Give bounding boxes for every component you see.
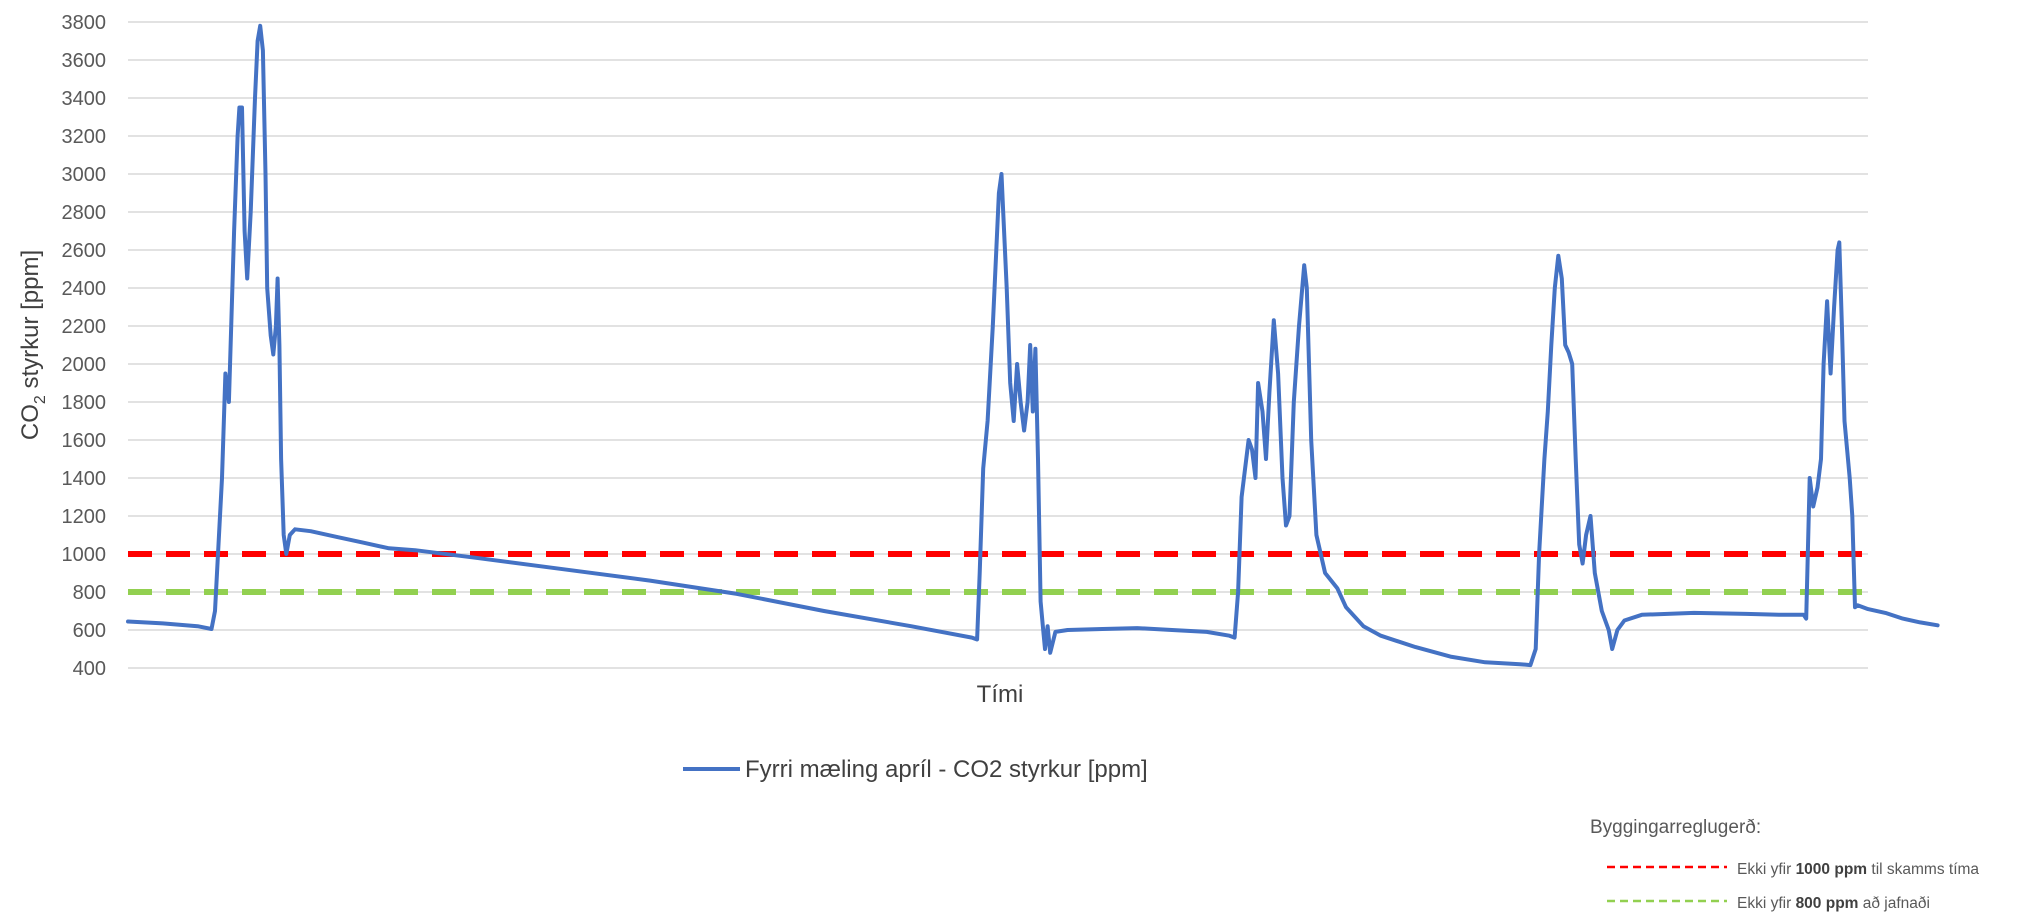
- legend-series-label: Fyrri mæling apríl - CO2 styrkur [ppm]: [745, 756, 1148, 783]
- regulation-box: Byggingarreglugerð: Ekki yfir 1000 ppm t…: [1590, 817, 1979, 912]
- regulation-title: Byggingarreglugerð:: [1590, 817, 1761, 838]
- y-tick-label: 2000: [62, 354, 107, 376]
- y-tick-label: 2200: [62, 316, 107, 338]
- y-tick-label: 1000: [62, 544, 107, 566]
- y-tick-label: 1600: [62, 430, 107, 452]
- y-tick-label: 3200: [62, 126, 107, 148]
- y-tick-label: 1200: [62, 506, 107, 528]
- y-tick-label: 3600: [62, 50, 107, 72]
- y-axis-title: CO2 styrkur [ppm]: [17, 250, 49, 440]
- y-tick-label: 2600: [62, 240, 107, 262]
- y-tick-label: 1800: [62, 392, 107, 414]
- regulation-green-label: Ekki yfir 800 ppm að jafnaði: [1737, 895, 1930, 912]
- reference-lines: [128, 551, 1875, 595]
- y-tick-label: 400: [73, 658, 106, 680]
- y-tick-label: 3800: [62, 12, 107, 34]
- y-tick-label: 3000: [62, 164, 107, 186]
- legend: Fyrri mæling apríl - CO2 styrkur [ppm]: [683, 756, 1148, 783]
- y-tick-label: 3400: [62, 88, 107, 110]
- co2-series-line: [126, 23, 1940, 668]
- y-tick-label: 800: [73, 582, 106, 604]
- y-tick-label: 2800: [62, 202, 107, 224]
- regulation-red-label: Ekki yfir 1000 ppm til skamms tíma: [1737, 861, 1979, 878]
- gridlines: [128, 21, 1868, 669]
- x-axis-title: Tími: [977, 681, 1024, 708]
- y-tick-label: 2400: [62, 278, 107, 300]
- y-tick-label: 600: [73, 620, 106, 642]
- y-axis-ticks: 400 600 800 1000 1200 1400 1600 1800 2000 2200 240…: [62, 12, 107, 680]
- y-tick-label: 1400: [62, 468, 107, 490]
